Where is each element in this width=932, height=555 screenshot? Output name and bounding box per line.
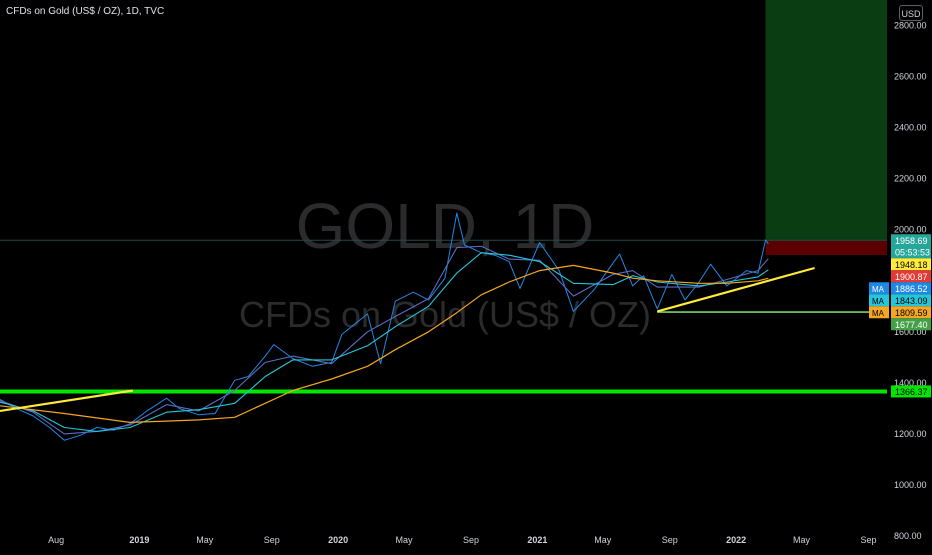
price-label-value: 1948.18 [895,260,928,270]
x-tick-label: 2019 [129,535,149,545]
y-tick-label: 800.00 [894,531,922,541]
ma-tag-box [869,306,889,319]
trendline-0[interactable] [0,389,134,413]
currency-button[interactable]: USD [899,5,923,21]
price-label-2: 1900.87 [891,270,931,283]
ma-tag-box [869,282,889,295]
price-label-value: 1677.40 [895,320,928,330]
x-tick-label: May [793,535,811,545]
drawing-layer-front [0,266,815,413]
price-label-3: 1886.52 MA [869,282,931,295]
x-tick-label: Sep [860,535,876,545]
x-tick-label: 2020 [328,535,348,545]
price-labels: 1958.6905:53:531948.181900.871886.52MA18… [869,234,931,398]
chart-title: CFDs on Gold (US$ / OZ), 1D, TVC [6,6,165,17]
x-tick-label: Sep [463,535,479,545]
x-tick-label: May [196,535,214,545]
price-label-box [891,270,931,283]
price-label-box [891,306,931,319]
price-label-value: 1900.87 [895,272,928,282]
price-label-4: 1843.09 MA [869,294,931,307]
y-tick-label: 2800.00 [894,21,927,31]
price-label-box [891,385,931,398]
watermark-symbol: GOLD, 1D [296,190,595,262]
x-tick-label: May [396,535,414,545]
price-label-value: 1843.09 [895,296,928,306]
y-tick-label: 2400.00 [894,123,927,133]
series-layer [0,212,769,441]
long-stop-zone [765,240,887,256]
price-label-7: 1366.37 [891,385,931,398]
ma-tag-label: MA [872,297,885,306]
price-label-box [891,282,931,295]
price-label-1: 1948.18 [891,258,931,271]
price-label-value: 1886.52 [895,284,928,294]
trendline-1[interactable] [656,266,815,313]
x-tick-label: Aug [48,535,64,545]
y-tick-label: 1400.00 [894,378,927,388]
y-tick-label: 1200.00 [894,429,927,439]
price-label-6: 1677.40 [891,318,931,331]
price-label-box [891,318,931,331]
y-tick-label: 1600.00 [894,327,927,337]
ma-tag-box [869,294,889,307]
x-tick-label: Sep [264,535,280,545]
price-label-box [891,294,931,307]
watermark-description: CFDs on Gold (US$ / OZ) [239,294,651,335]
price-label-box [891,258,931,271]
price-label-5: 1809.59 MA [869,306,931,319]
x-axis[interactable]: Aug 2019 May Sep 2020 May Sep 2021 May Sep 2022 May… [48,535,876,545]
price-label-value: 1366.37 [895,387,928,397]
ma-tag-label: MA [872,285,885,294]
long-profit-zone [765,0,887,241]
y-tick-label: 2200.00 [894,174,927,184]
series-line-0 [0,212,769,441]
ma-tag-label: MA [872,309,885,318]
price-label-countdown: 05:53:53 [895,247,930,257]
price-label-box [891,234,931,259]
series-line-3 [0,264,769,423]
x-tick-label: 2021 [527,535,547,545]
price-label-value: 1809.59 [895,308,928,318]
drawing-layer-back [0,311,887,394]
x-tick-label: 2022 [726,535,746,545]
position-zones [765,0,887,256]
y-tick-label: 2000.00 [894,225,927,235]
price-label-value: 1958.69 [895,236,928,246]
watermark-layer: GOLD, 1D CFDs on Gold (US$ / OZ) [239,190,651,335]
x-tick-label: May [594,535,612,545]
x-tick-label: Sep [662,535,678,545]
y-tick-label: 2600.00 [894,72,927,82]
y-tick-label: 1000.00 [894,480,927,490]
